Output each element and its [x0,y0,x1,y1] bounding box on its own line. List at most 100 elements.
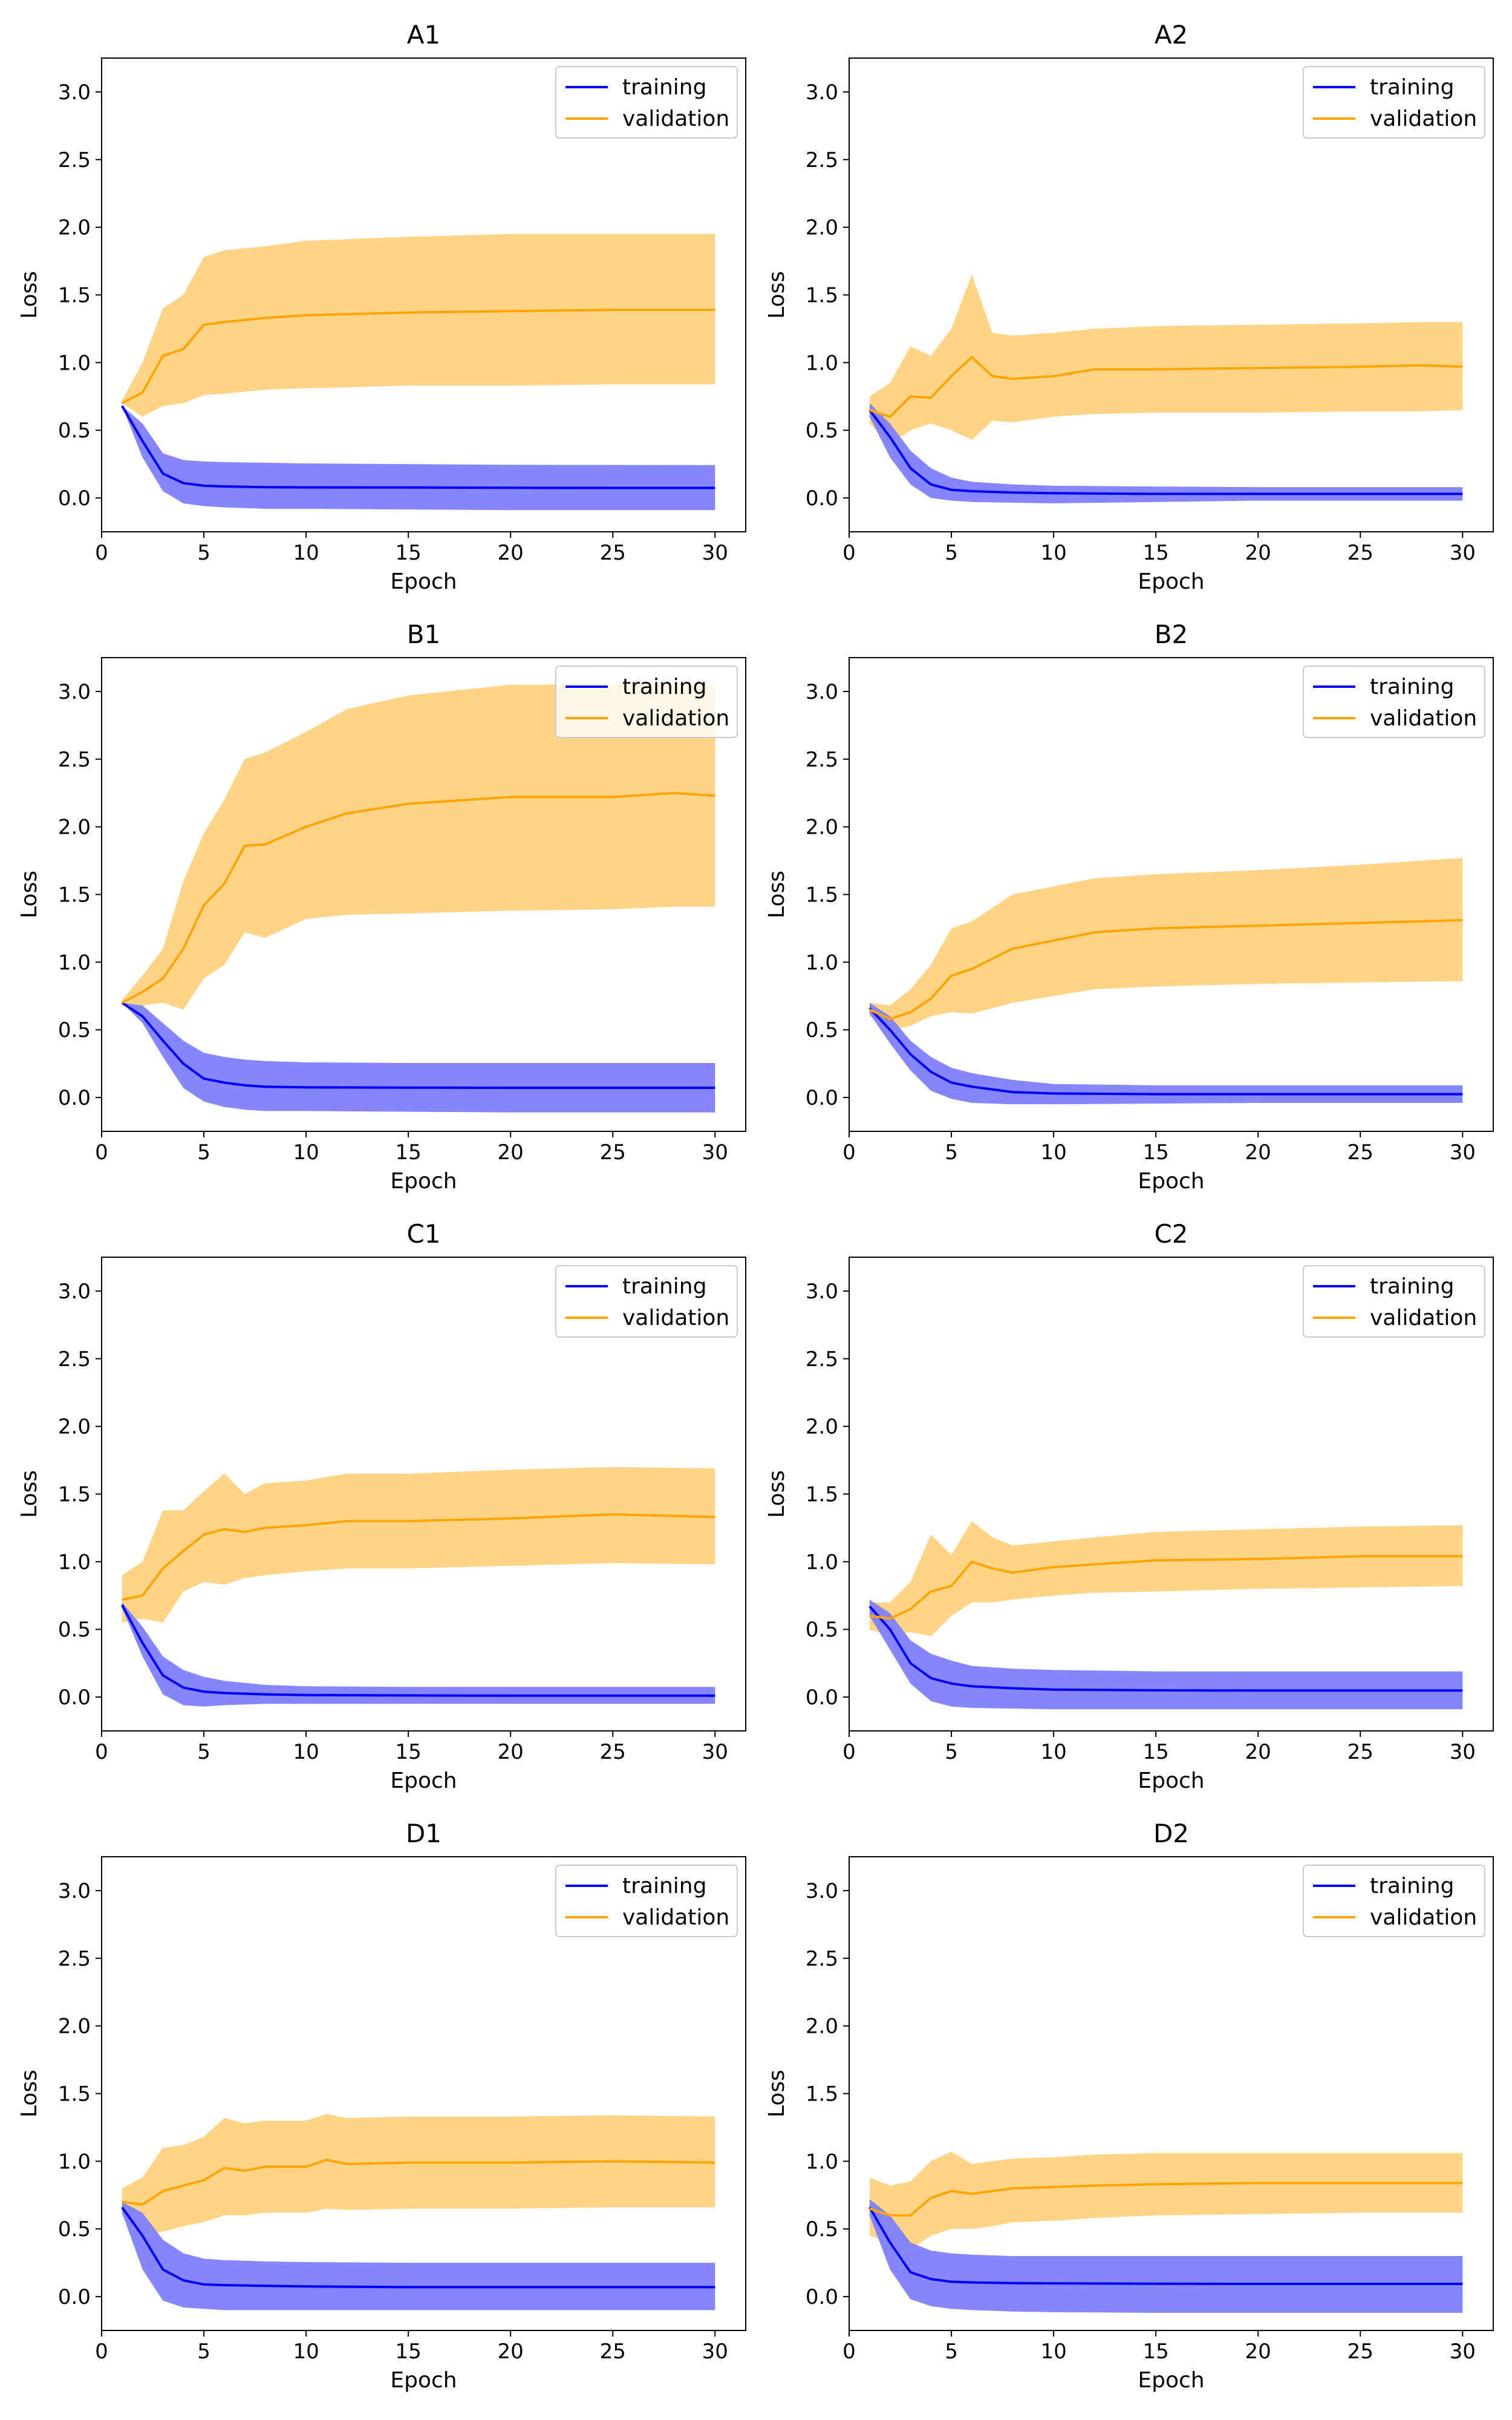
validation-band [869,274,1463,444]
x-tick-label: 25 [1347,1140,1374,1165]
y-tick-label: 1.5 [58,1483,91,1507]
legend-label-validation: validation [622,706,729,731]
y-tick-label: 0.5 [806,1018,838,1042]
training-band [122,405,715,511]
y-tick-label: 2.5 [806,748,838,772]
panel-d1: 0 5 10 15 20 25 30 0.0 0.5 1.0 1.5 2.0 2.5 3.0 Epoch Lo… [17,1819,746,2393]
x-tick-label: 5 [197,1740,210,1764]
training-line [868,2206,1463,2285]
training-band [122,2202,715,2310]
y-tick-label: 0.0 [58,1086,91,1110]
legend-label-training: training [622,75,706,100]
legend-label-validation: validation [622,106,729,131]
x-tick-label: 0 [842,2340,856,2364]
panel-a2: 0 5 10 15 20 25 30 0.0 0.5 1.0 1.5 2.0 2.5 3.0 Epoch Lo… [764,20,1494,594]
x-tick-label: 5 [945,541,958,565]
y-axis-label: Loss [764,871,789,918]
x-tick-label: 30 [702,1140,728,1165]
x-tick-label: 15 [396,541,422,565]
legend-box [1303,66,1485,139]
x-axis-label: Epoch [390,2368,457,2393]
y-axis-label: Loss [17,2070,42,2118]
y-tick-label: 2.0 [806,1415,838,1439]
y-tick-label: 2.0 [58,1415,91,1439]
x-tick-label: 0 [842,1140,856,1165]
x-tick-label: 10 [1040,1740,1066,1764]
legend-label-training: training [1370,1874,1454,1898]
x-axis-label: Epoch [1138,2368,1204,2393]
legend-box [1303,1265,1485,1338]
validation-band [122,684,715,1010]
y-axis-label: Loss [764,2070,789,2118]
y-tick-label: 1.0 [806,2150,838,2174]
y-tick-label: 2.0 [58,2015,91,2039]
y-tick-label: 1.5 [58,2082,91,2107]
y-tick-label: 3.0 [806,1280,838,1304]
x-tick-label: 10 [1040,541,1066,565]
y-tick-label: 0.5 [806,1618,838,1642]
y-tick-label: 1.5 [806,2082,838,2107]
validation-line [121,309,715,405]
x-tick-label: 30 [1450,2340,1476,2364]
x-axis-label: Epoch [390,1169,457,1194]
y-tick-label: 2.5 [58,148,91,172]
validation-band [122,1467,715,1623]
panel-title: B1 [407,620,441,649]
x-tick-label: 25 [1347,541,1374,565]
training-band [869,1002,1463,1105]
y-axis-label: Loss [17,271,42,319]
y-tick-label: 0.5 [58,1618,91,1642]
y-tick-label: 1.0 [58,351,91,375]
legend-label-validation: validation [622,1905,729,1930]
x-tick-label: 15 [1143,541,1169,565]
x-axis-label: Epoch [1138,569,1204,594]
y-tick-label: 1.0 [58,1550,91,1574]
validation-band [869,2151,1463,2249]
x-tick-label: 25 [1347,2340,1374,2364]
panel-d2: 0 5 10 15 20 25 30 0.0 0.5 1.0 1.5 2.0 2.5 3.0 Epoch Lo… [764,1819,1494,2393]
y-tick-label: 2.5 [806,1347,838,1372]
x-tick-label: 5 [945,1740,958,1764]
x-tick-label: 10 [1040,1140,1066,1165]
training-line [868,409,1463,495]
y-tick-label: 2.5 [58,1947,91,1971]
panel-a1: 0 5 10 15 20 25 30 0.0 0.5 1.0 1.5 2.0 2.5 3.0 Epoch Lo… [17,20,746,594]
x-tick-label: 20 [498,1140,524,1165]
x-tick-label: 10 [1040,2340,1066,2364]
validation-band [869,1521,1463,1637]
x-axis-label: Epoch [390,569,457,594]
legend-box [555,66,738,139]
y-tick-label: 1.0 [806,950,838,975]
training-line [121,1604,715,1697]
y-tick-label: 1.0 [58,2150,91,2174]
y-tick-label: 2.5 [58,1347,91,1372]
training-line [868,1605,1463,1692]
legend-label-validation: validation [1370,1306,1477,1330]
x-tick-label: 15 [1143,2340,1169,2364]
training-line [868,1007,1463,1096]
legend-label-training: training [622,1874,706,1898]
x-axis-label: Epoch [1138,1768,1204,1793]
y-tick-label: 3.0 [806,80,838,105]
x-tick-label: 10 [293,2340,319,2364]
y-tick-label: 0.5 [806,2217,838,2242]
x-tick-label: 15 [396,1740,422,1764]
panel-title: A2 [1155,20,1188,50]
x-tick-label: 15 [396,1140,422,1165]
legend-label-validation: validation [1370,706,1477,731]
x-tick-label: 5 [197,541,210,565]
validation-line [869,355,1463,419]
x-tick-label: 0 [95,1140,108,1165]
x-tick-label: 25 [600,2340,626,2364]
panel-b2: 0 5 10 15 20 25 30 0.0 0.5 1.0 1.5 2.0 2.5 3.0 Epoch Lo… [764,620,1494,1194]
x-tick-label: 20 [498,2340,524,2364]
y-tick-label: 2.0 [806,216,838,240]
x-tick-label: 5 [197,2340,210,2364]
x-tick-label: 0 [95,1740,108,1764]
x-tick-label: 25 [600,541,626,565]
y-tick-label: 3.0 [58,1280,91,1304]
y-tick-label: 0.0 [58,486,91,511]
validation-band [122,234,715,417]
x-tick-label: 20 [498,541,524,565]
